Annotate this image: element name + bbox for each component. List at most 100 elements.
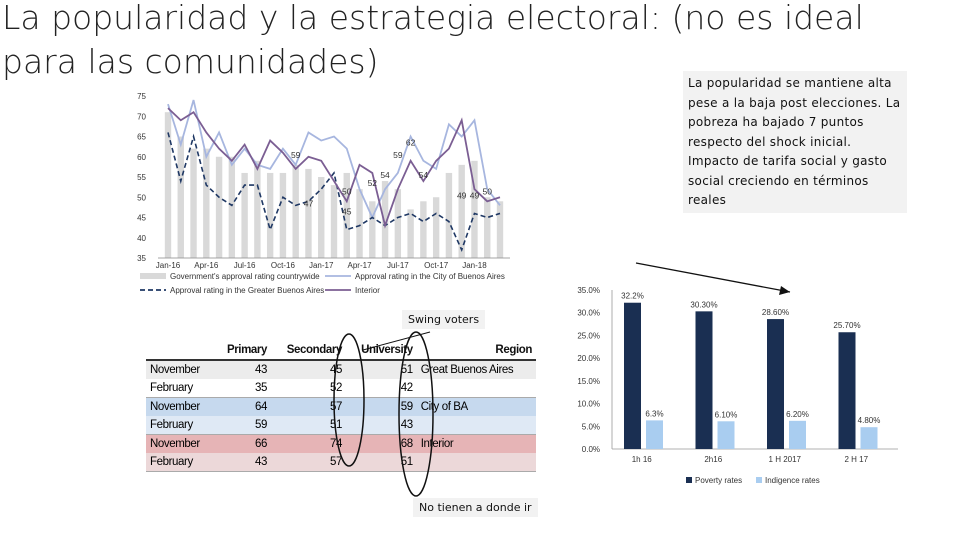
x-tick-label: Oct-17 xyxy=(424,261,449,270)
countrywide-bar xyxy=(164,112,172,258)
table-header-cell: Region xyxy=(416,340,536,361)
y-tick-label: 25.0% xyxy=(577,331,600,340)
series-line-1 xyxy=(167,99,501,220)
table-cell xyxy=(416,453,536,472)
data-label: 25.70% xyxy=(833,321,860,330)
y-tick-label: 0.0% xyxy=(582,445,600,454)
table-header-cell: University xyxy=(345,340,417,361)
y-tick-label: 75 xyxy=(137,92,146,101)
approval-line-chart: 35 40 45 50 55 60 65 70 75 Jan-16 Apr-16 Jul-16 Oct-… xyxy=(137,92,510,295)
x-tick-label: 1 H 2017 xyxy=(769,455,802,464)
data-label: 30.30% xyxy=(690,300,717,309)
countrywide-bar xyxy=(381,181,389,258)
data-label: 49 xyxy=(470,190,480,200)
table-cell: 57 xyxy=(329,401,342,413)
countrywide-bar xyxy=(343,172,350,258)
indigence-bar xyxy=(717,421,735,449)
poverty-bar xyxy=(767,319,784,449)
y-tick-label: 35.0% xyxy=(577,286,600,295)
education-table: Primary Secondary University Region Nove… xyxy=(146,340,536,472)
countrywide-bar xyxy=(484,197,491,258)
legend-swatch xyxy=(756,477,762,483)
table-cell: 66 xyxy=(255,438,267,450)
data-label: 54 xyxy=(419,170,429,180)
data-label: 6.3% xyxy=(645,409,663,418)
table-cell: 52 xyxy=(271,379,346,398)
countrywide-bar xyxy=(356,189,363,258)
table-row: February 59 51 43 xyxy=(146,416,536,435)
x-tick-label: Oct-16 xyxy=(271,261,296,270)
data-label: 59 xyxy=(291,150,301,160)
table-cell: 45 xyxy=(329,364,342,376)
slide-title: La popularidad y la estrategia electoral… xyxy=(2,0,864,81)
table-row: November 43 45 51 Great Buenos Aires xyxy=(146,360,536,379)
data-label: 47 xyxy=(304,198,314,208)
x-tick-label: Jan-16 xyxy=(156,261,181,270)
data-label: 62 xyxy=(406,138,416,148)
table-cell: 51 xyxy=(345,453,417,472)
legend-swatch xyxy=(140,273,166,279)
table-row: February 35 52 42 xyxy=(146,379,536,398)
data-label: 32.2% xyxy=(621,292,644,301)
countrywide-bar xyxy=(458,164,465,258)
poverty-bar xyxy=(838,332,856,449)
table-cell: Interior xyxy=(420,438,454,450)
note-box: La popularidad se mantiene alta pese a l… xyxy=(683,71,907,213)
swing-voters-callout: Swing voters xyxy=(402,310,486,329)
table-header-cell xyxy=(146,340,214,361)
legend-label: Interior xyxy=(355,286,380,295)
x-tick-label: 2h16 xyxy=(704,455,722,464)
legend-label: Indigence rates xyxy=(765,476,820,485)
series-line-3 xyxy=(167,107,501,229)
countrywide-bar xyxy=(496,201,504,258)
countrywide-bar xyxy=(254,160,261,258)
table-cell: 42 xyxy=(345,379,417,398)
y-tick-label: 40 xyxy=(137,234,146,243)
y-tick-label: 55 xyxy=(137,173,146,182)
table-cell: November xyxy=(150,438,200,450)
data-label: 49 xyxy=(457,190,467,200)
table-cell: November xyxy=(150,364,200,376)
table-header-cell: Primary xyxy=(214,340,271,361)
table-cell: February xyxy=(146,416,214,435)
table-cell xyxy=(416,416,536,435)
countrywide-bar xyxy=(292,164,299,258)
poverty-bar-chart: 0.0% 5.0% 10.0% 15.0% 20.0% 25.0% 30.0% 35.0% 32… xyxy=(577,286,898,485)
y-tick-label: 65 xyxy=(137,133,146,142)
table-cell: City of BA xyxy=(420,401,469,413)
x-tick-label: Apr-17 xyxy=(348,261,373,270)
countrywide-bar xyxy=(318,177,325,258)
y-tick-label: 70 xyxy=(137,112,146,121)
table-cell xyxy=(416,379,536,398)
countrywide-bar xyxy=(420,201,427,258)
countrywide-bar xyxy=(228,156,236,258)
y-tick-label: 60 xyxy=(137,153,146,162)
table-cell: 51 xyxy=(271,416,346,435)
data-label: 4.80% xyxy=(858,416,881,425)
countrywide-bar xyxy=(241,172,248,258)
data-label: 6.10% xyxy=(715,410,738,419)
table-row: November 64 57 59 City of BA xyxy=(146,397,536,416)
y-tick-label: 20.0% xyxy=(577,354,600,363)
countrywide-bar xyxy=(432,197,440,258)
data-label: 28.60% xyxy=(762,308,789,317)
x-tick-label: Jan-17 xyxy=(309,261,334,270)
countrywide-bar xyxy=(471,160,478,258)
y-tick-label: 35 xyxy=(137,254,146,263)
table-cell: 43 xyxy=(255,364,267,376)
countrywide-bar xyxy=(394,189,402,258)
countrywide-bar xyxy=(369,201,376,258)
table-cell: February xyxy=(146,379,214,398)
table-cell: 64 xyxy=(255,401,267,413)
y-tick-label: 30.0% xyxy=(577,309,600,318)
data-label: 50 xyxy=(342,186,352,196)
table-header-row: Primary Secondary University Region xyxy=(146,340,536,361)
table-cell: 57 xyxy=(271,453,346,472)
table-row: February 43 57 51 xyxy=(146,453,536,472)
table-cell: 74 xyxy=(329,438,342,450)
y-tick-label: 10.0% xyxy=(577,400,600,409)
x-tick-label: Jan-18 xyxy=(462,261,487,270)
data-label: 54 xyxy=(380,170,390,180)
x-tick-label: Jul-16 xyxy=(234,261,256,270)
poverty-bar xyxy=(624,302,641,449)
